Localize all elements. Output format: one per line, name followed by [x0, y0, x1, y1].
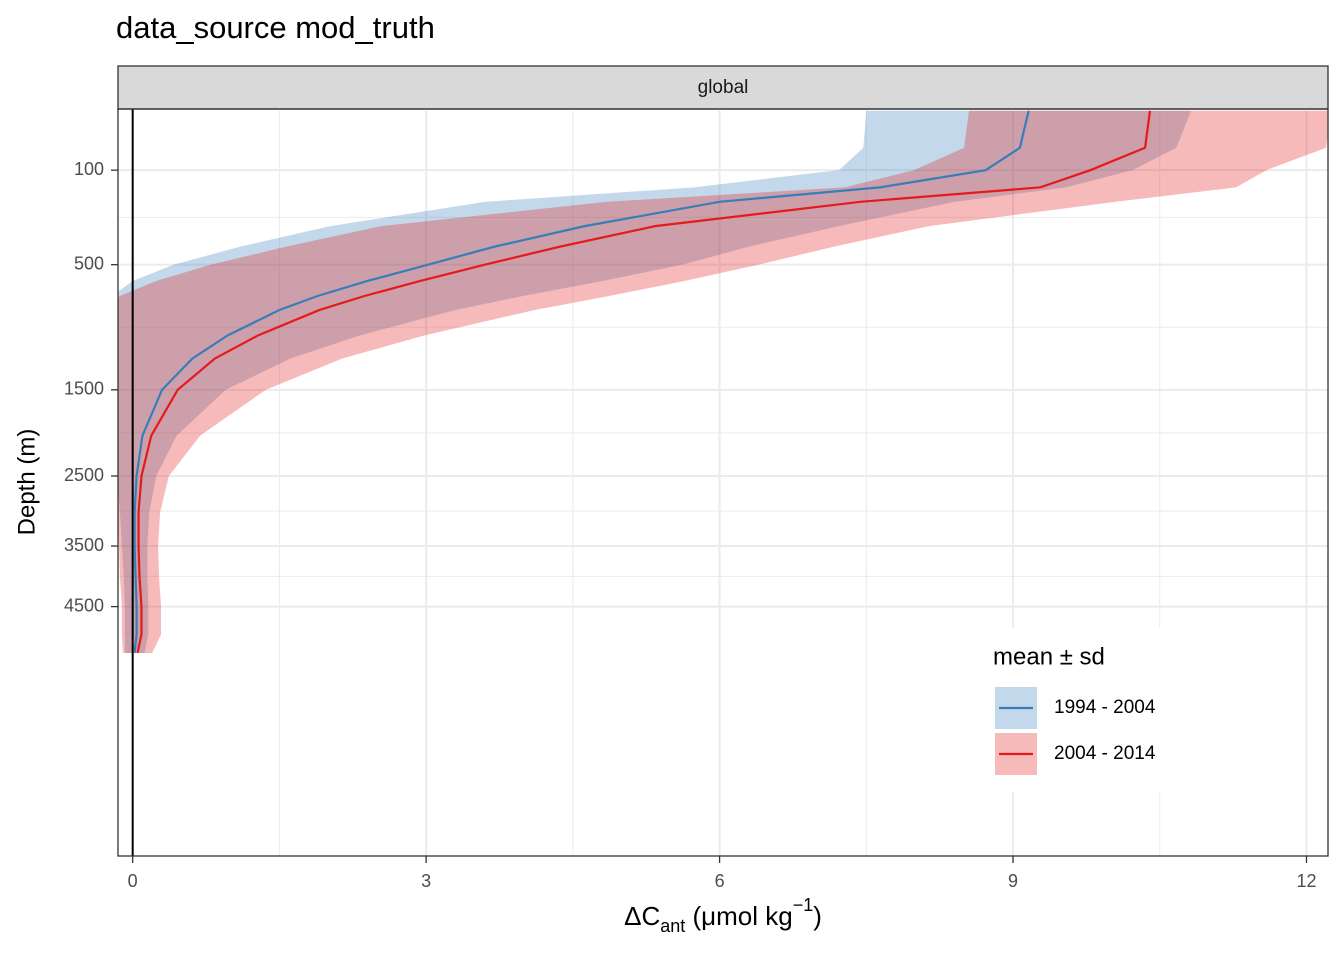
legend-label: 1994 - 2004: [1054, 697, 1156, 718]
legend-label: 2004 - 2014: [1054, 743, 1156, 764]
x-tick-label: 3: [421, 871, 431, 891]
sd-band: [118, 110, 1328, 653]
legend: mean ± sd 1994 - 2004 2004 - 2014: [975, 628, 1161, 792]
panel-border: [117, 108, 1329, 857]
legend-background: [975, 628, 1161, 792]
y-tick-label: 1500: [64, 379, 104, 399]
x-title-part: ΔC: [624, 901, 660, 931]
x-title-sup: −1: [793, 895, 814, 915]
x-tick-label: 12: [1296, 871, 1316, 891]
y-tick-label: 2500: [64, 465, 104, 485]
y-tick-label: 3500: [64, 535, 104, 555]
y-tick-label: 4500: [64, 595, 104, 615]
mean-line: [136, 110, 1152, 654]
x-title-sub: ant: [660, 916, 685, 936]
facet-label: global: [698, 77, 749, 98]
y-tick-label: 500: [74, 253, 104, 273]
axes: 0 3 6 9 12 100 500 1500 2500 3500 4500: [64, 159, 1317, 891]
sd-band: [118, 110, 1192, 653]
plot-area: [118, 109, 1328, 856]
y-tick-label: 100: [74, 159, 104, 179]
facet-strip: [117, 65, 1329, 110]
x-title-part: ): [813, 901, 822, 931]
x-axis-title: ΔCant (μmol kg−1): [624, 895, 822, 936]
x-tick-label: 9: [1008, 871, 1018, 891]
y-axis-title: Depth (m): [13, 429, 40, 536]
mean-line: [133, 110, 1030, 654]
x-title-part: (μmol kg: [685, 901, 792, 931]
legend-title: mean ± sd: [993, 643, 1105, 670]
x-tick-label: 6: [715, 871, 725, 891]
chart-title: data_source mod_truth: [116, 10, 435, 45]
x-tick-label: 0: [128, 871, 138, 891]
